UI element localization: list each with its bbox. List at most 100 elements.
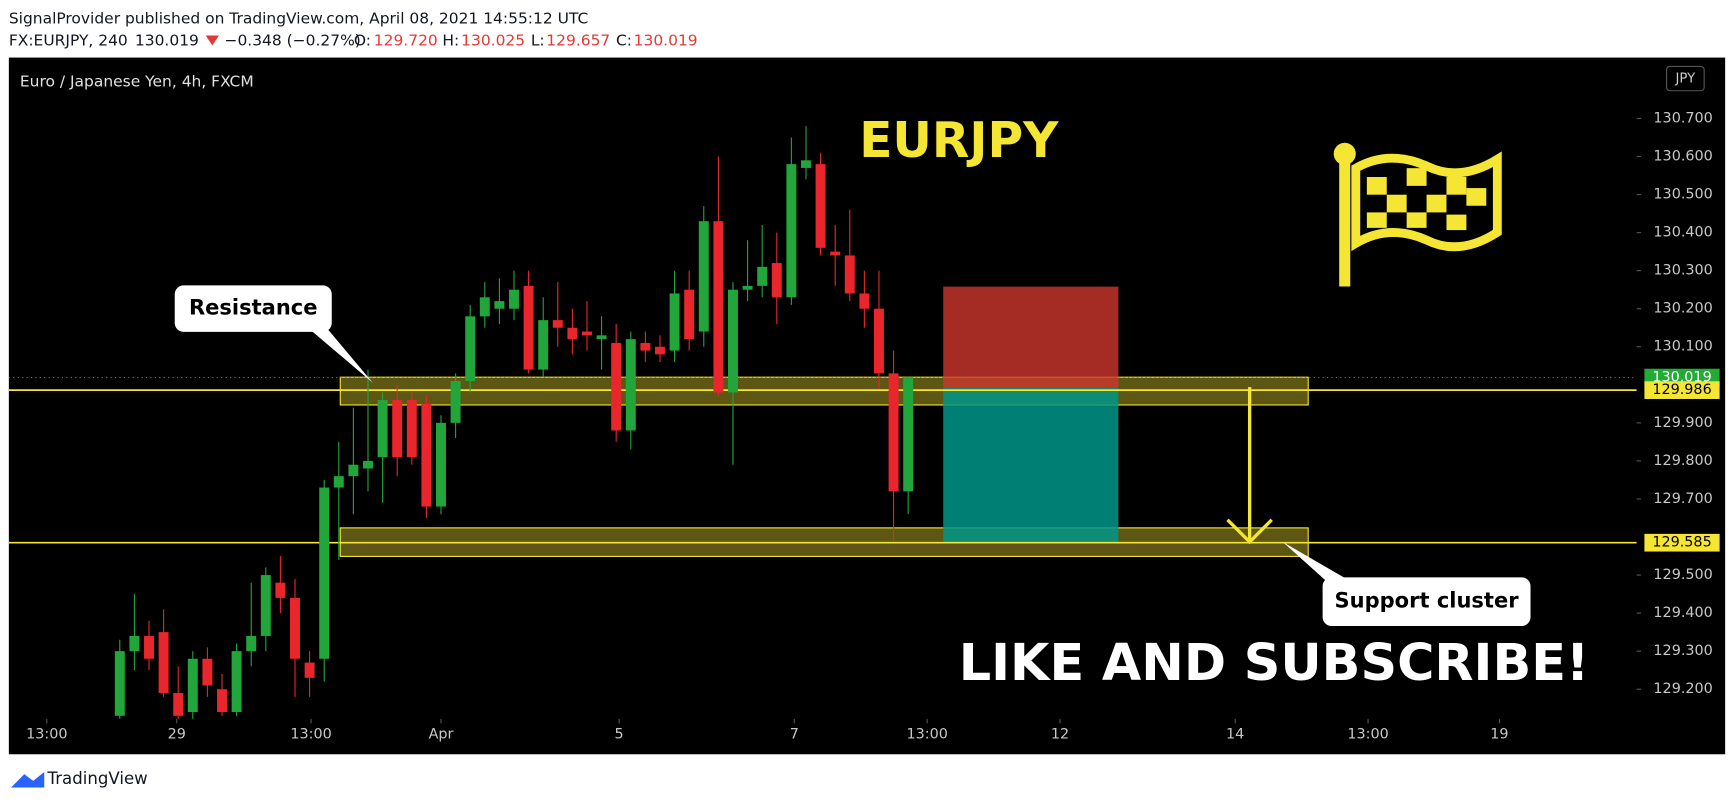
y-tick-label: 129.700	[1653, 491, 1712, 507]
ohlc-value: 129.657	[546, 31, 610, 49]
ohlc-label: C:	[616, 31, 632, 49]
candle-body	[275, 582, 286, 598]
y-tick-label: 129.300	[1653, 643, 1712, 659]
candle-body	[786, 164, 797, 298]
candle-body	[348, 464, 359, 477]
candle-body	[611, 342, 622, 431]
candle-body	[552, 320, 563, 328]
ohlc-value: 130.019	[634, 31, 698, 49]
candle-body	[421, 403, 432, 507]
candle-body	[815, 164, 826, 248]
callout-text: Resistance	[189, 295, 317, 320]
last-price: 130.019	[135, 31, 199, 49]
candle-body	[333, 476, 344, 488]
x-tick-label: 13:00	[290, 726, 331, 742]
ohlc-value: 130.025	[461, 31, 525, 49]
y-tick-label: 130.500	[1653, 187, 1712, 203]
candle-body	[377, 400, 388, 458]
ohlc-value: 129.720	[374, 31, 438, 49]
brand: TradingView	[47, 769, 148, 788]
y-tick-label: 130.200	[1653, 301, 1712, 317]
candle-body	[187, 658, 198, 713]
ohlc-label: O:	[354, 31, 371, 49]
x-tick-label: 7	[790, 726, 799, 742]
candle-body	[523, 285, 534, 370]
candle-body	[903, 377, 914, 492]
candle-body	[173, 693, 184, 716]
candle-body	[465, 316, 476, 382]
change: −0.348 (−0.27%)	[224, 31, 360, 49]
x-tick-label: 5	[615, 726, 624, 742]
candle-body	[494, 301, 505, 309]
candle-body	[873, 308, 884, 374]
candle-body	[713, 221, 724, 393]
callout-text: Support cluster	[1335, 588, 1520, 613]
candle-body	[684, 289, 695, 340]
candle-body	[406, 400, 417, 458]
ohlc-label: H:	[442, 31, 459, 49]
chart-title: EURJPY	[859, 113, 1059, 169]
candle-body	[567, 327, 578, 340]
candle-body	[260, 575, 271, 636]
published-line: SignalProvider published on TradingView.…	[9, 9, 588, 27]
target-arrow	[1226, 387, 1273, 545]
flag-icon	[1333, 142, 1502, 287]
symbol: FX:EURJPY, 240	[9, 31, 128, 49]
candle-body	[158, 632, 169, 694]
y-tick-label: 129.500	[1653, 567, 1712, 583]
candle-body	[859, 293, 870, 309]
candle-body	[450, 381, 461, 423]
candle-body	[479, 297, 490, 317]
call-to-action: LIKE AND SUBSCRIBE!	[959, 633, 1589, 692]
down-arrow	[205, 35, 219, 46]
candle-body	[202, 658, 213, 686]
x-tick-label: 29	[168, 726, 186, 742]
candle-body	[217, 689, 227, 713]
price-tag	[1644, 381, 1720, 399]
y-tick-label: 130.100	[1653, 339, 1712, 355]
candle-body	[436, 422, 446, 507]
y-tick-label: 129.200	[1653, 681, 1712, 697]
brand-logo	[11, 771, 45, 788]
x-tick-label: Apr	[429, 726, 454, 742]
candle-body	[596, 335, 607, 340]
candle-body	[742, 285, 753, 290]
candle-body	[640, 342, 651, 351]
candle-body	[698, 221, 709, 332]
y-tick-label: 129.800	[1653, 453, 1712, 469]
y-tick-label: 130.600	[1653, 149, 1712, 165]
candle-body	[246, 635, 257, 652]
candle-body	[144, 635, 154, 659]
currency: JPY	[1674, 72, 1696, 87]
y-tick-label: 130.700	[1653, 110, 1712, 126]
candle-body	[290, 597, 300, 659]
target-zone	[943, 388, 1119, 544]
candle-body	[830, 251, 841, 256]
candle-body	[655, 346, 665, 355]
candle-body	[304, 662, 315, 678]
candle-body	[129, 635, 140, 652]
y-tick-label: 130.400	[1653, 225, 1712, 241]
price-tag-label: 129.986	[1652, 382, 1711, 398]
candle-body	[844, 255, 855, 294]
candle-body	[888, 373, 899, 492]
x-tick-label: 13:00	[906, 726, 947, 742]
candle-body	[728, 289, 738, 393]
x-tick-label: 13:00	[1347, 726, 1388, 742]
candle-body	[231, 651, 242, 713]
candle-body	[771, 263, 782, 298]
plot-candles	[114, 126, 914, 719]
x-tick-label: 19	[1490, 726, 1508, 742]
y-tick-label: 129.900	[1653, 415, 1712, 431]
ohlc-label: L:	[531, 31, 545, 49]
x-tick-label: 12	[1051, 726, 1069, 742]
x-tick-label: 14	[1226, 726, 1244, 742]
candle-body	[582, 331, 592, 336]
axes: 129.200 129.300 129.400 129.500 129.700 129.8…	[26, 110, 1720, 742]
subtitle: Euro / Japanese Yen, 4h, FXCM	[20, 72, 254, 90]
currency-box	[1665, 65, 1705, 92]
candle-body	[669, 293, 680, 351]
candle-body	[509, 289, 519, 309]
price-tag	[1644, 533, 1720, 552]
candle-body	[625, 339, 636, 431]
